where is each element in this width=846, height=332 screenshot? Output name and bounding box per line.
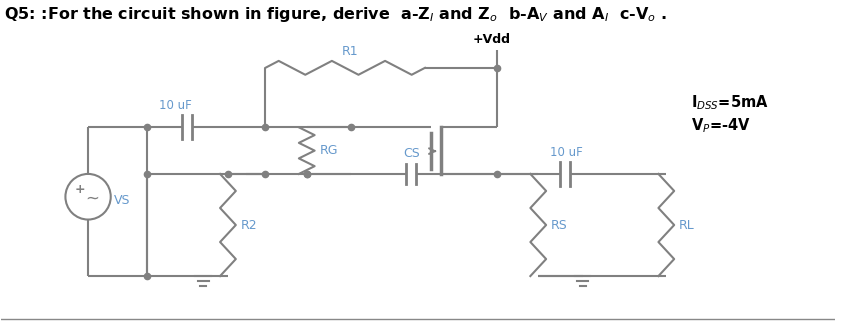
Text: V$_P$=-4V: V$_P$=-4V (691, 116, 750, 135)
Text: RG: RG (320, 144, 338, 157)
Text: ~: ~ (85, 190, 99, 208)
Text: RL: RL (679, 218, 695, 231)
Text: Q5: :For the circuit shown in figure, derive  a-Z$_I$ and Z$_o$  b-A$_V$ and A$_: Q5: :For the circuit shown in figure, de… (4, 5, 667, 24)
Text: VS: VS (113, 194, 130, 207)
Text: CS: CS (403, 147, 420, 160)
Text: R2: R2 (241, 218, 257, 231)
Text: +: + (75, 183, 85, 196)
Text: I$_{DSS}$=5mA: I$_{DSS}$=5mA (691, 93, 769, 112)
Text: 10 uF: 10 uF (159, 100, 192, 113)
Text: 10 uF: 10 uF (550, 146, 583, 159)
Text: RS: RS (551, 218, 568, 231)
Text: +Vdd: +Vdd (473, 33, 511, 46)
Text: R1: R1 (342, 45, 359, 58)
